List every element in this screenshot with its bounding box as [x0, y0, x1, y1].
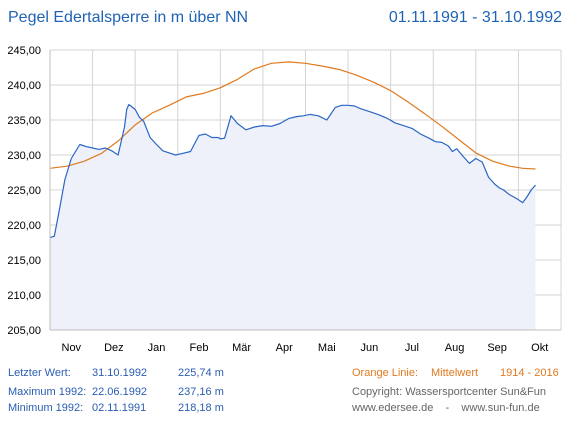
y-tick-label: 245,00 [7, 45, 41, 57]
copyright-line: Copyright: Wassersportcenter Sun&Fun [352, 386, 547, 398]
orange-legend-label: Orange Linie: [352, 367, 419, 379]
water-level-line [49, 104, 536, 239]
max-value-label: Maximum 1992: [8, 386, 87, 398]
y-tick-label: 215,00 [7, 255, 41, 267]
x-tick-label: Nov [62, 342, 82, 354]
chart-period: 01.11.1991 - 31.10.1992 [388, 9, 562, 26]
last-value-label: Letzter Wert: [8, 367, 71, 379]
min-value-amount: 218,18 m [178, 402, 224, 414]
y-tick-label: 230,00 [7, 150, 41, 162]
stats-block: Letzter Wert: 31.10.1992 225,74 m Maximu… [8, 367, 348, 427]
y-tick-label: 240,00 [7, 80, 41, 92]
x-tick-label: Okt [531, 342, 548, 354]
x-tick-label: Sep [487, 342, 507, 354]
max-value-date: 22.06.1992 [92, 386, 148, 398]
y-tick-label: 225,00 [7, 185, 41, 197]
y-tick-label: 235,00 [7, 115, 41, 127]
y-tick-label: 210,00 [7, 290, 41, 302]
x-tick-label: Apr [276, 342, 293, 354]
y-tick-label: 205,00 [7, 325, 41, 337]
x-tick-label: Aug [445, 342, 465, 354]
min-value-date: 02.11.1991 [92, 402, 147, 414]
website-links: www.edersee.de - www.sun-fun.de [352, 402, 540, 414]
y-tick-label: 220,00 [7, 220, 41, 232]
min-value-label: Minimum 1992: [8, 402, 84, 414]
x-tick-label: Mai [318, 342, 336, 354]
x-tick-label: Jul [405, 342, 419, 354]
mean-level-line [49, 61, 536, 170]
level-area-fill [50, 104, 536, 330]
max-value-amount: 237,16 m [178, 386, 224, 398]
orange-legend-desc: Mittelwert [431, 367, 479, 379]
x-tick-label: Dez [104, 342, 124, 354]
x-tick-label: Jan [148, 342, 166, 354]
x-tick-label: Mär [232, 342, 251, 354]
last-value-amount: 225,74 m [178, 367, 224, 379]
last-value-date: 31.10.1992 [92, 367, 148, 379]
orange-legend-years: 1914 - 2016 [500, 367, 559, 379]
chart-title: Pegel Edertalsperre in m über NN [8, 9, 249, 26]
chart-canvas: 205,00 210,00 215,00 220,00 225,00 230,00 235,… [7, 45, 562, 354]
x-tick-label: Jun [361, 342, 379, 354]
x-tick-label: Feb [190, 342, 209, 354]
